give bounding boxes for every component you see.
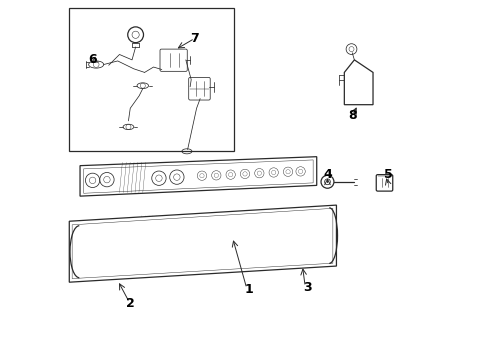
Circle shape — [224, 238, 231, 245]
Circle shape — [215, 258, 221, 265]
Circle shape — [205, 248, 212, 255]
FancyBboxPatch shape — [189, 77, 210, 100]
Text: 8: 8 — [348, 109, 357, 122]
Bar — [69, 8, 234, 151]
Text: 7: 7 — [191, 32, 199, 45]
Circle shape — [224, 248, 231, 255]
Text: 2: 2 — [126, 297, 135, 310]
Circle shape — [205, 258, 212, 265]
Bar — [108, 255, 116, 267]
Polygon shape — [344, 60, 373, 105]
Bar — [99, 255, 107, 267]
Polygon shape — [69, 205, 337, 282]
Text: 5: 5 — [384, 168, 393, 181]
Polygon shape — [80, 157, 317, 196]
FancyBboxPatch shape — [160, 49, 187, 71]
Circle shape — [234, 248, 242, 255]
Circle shape — [215, 228, 221, 235]
Circle shape — [215, 238, 221, 245]
FancyBboxPatch shape — [376, 175, 393, 191]
Bar — [90, 255, 98, 267]
Circle shape — [224, 258, 231, 265]
Circle shape — [205, 228, 212, 235]
Text: 3: 3 — [303, 281, 312, 294]
Text: 1: 1 — [244, 283, 253, 296]
Circle shape — [234, 258, 242, 265]
Text: 4: 4 — [323, 168, 332, 181]
Circle shape — [205, 238, 212, 245]
Bar — [117, 255, 125, 267]
Circle shape — [215, 248, 221, 255]
Text: 6: 6 — [88, 53, 97, 66]
